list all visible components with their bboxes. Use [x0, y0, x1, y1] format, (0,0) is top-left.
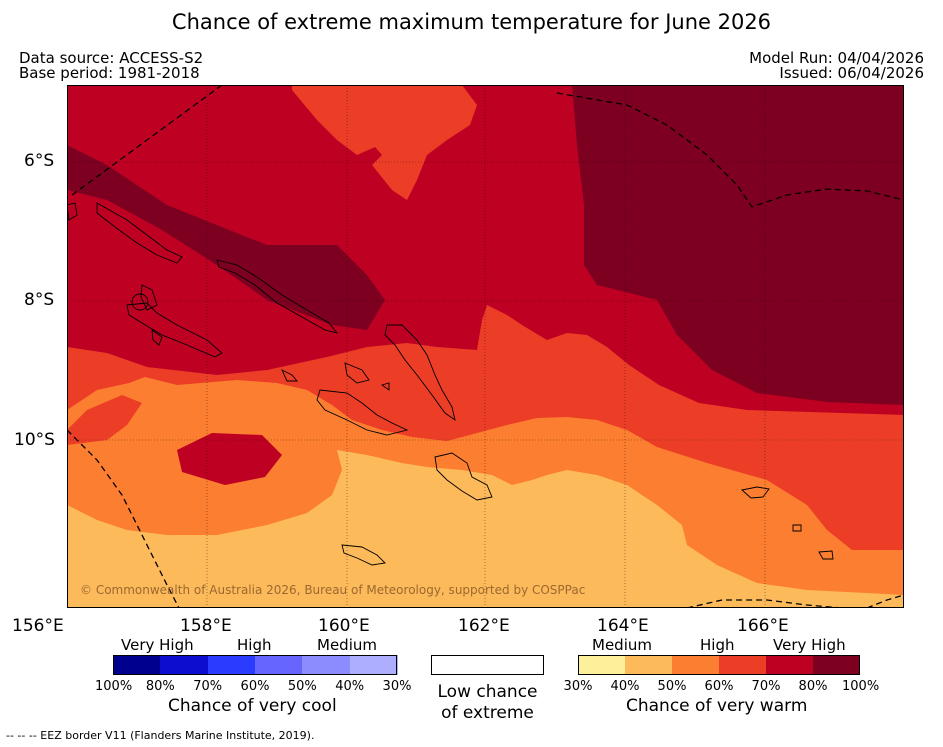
graticule: [67, 85, 904, 608]
cool-legend-title: Chance of very cool: [168, 696, 337, 716]
data-source: Data source: ACCESS-S2: [19, 49, 204, 67]
lon-tick-156e: 156°E: [12, 616, 64, 636]
issued-date: Issued: 06/04/2026: [779, 64, 924, 82]
cool-percent-label: 30%: [382, 679, 412, 694]
warm-percent-label: 80%: [798, 679, 828, 694]
lon-tick-158e: 158°E: [180, 616, 232, 636]
lat-tick-8s: 8°S: [24, 290, 55, 310]
warm-percent-label: 60%: [704, 679, 734, 694]
warm-percent-label: 100%: [842, 679, 880, 694]
cool-cat-high: High: [237, 636, 272, 654]
warm-colorbar-border: [578, 655, 860, 675]
lat-tick-6s: 6°S: [24, 151, 55, 171]
cool-cat-medium: Medium: [317, 636, 377, 654]
map-title: Chance of extreme maximum temperature fo…: [171, 10, 772, 34]
zone-40-50: [67, 450, 904, 608]
zone-40-50-sw: [67, 555, 157, 608]
cool-percent-label: 80%: [145, 679, 175, 694]
cool-cat-very-high: Very High: [121, 636, 194, 654]
warm-percent-label: 50%: [657, 679, 687, 694]
lon-tick-160e: 160°E: [318, 616, 370, 636]
cool-percent-label: 50%: [287, 679, 317, 694]
neutral-label-line2: of extreme: [441, 703, 534, 723]
islands: [67, 202, 834, 566]
warm-percent-label: 30%: [563, 679, 593, 694]
cool-percent-label: 100%: [95, 679, 133, 694]
warm-percent-label: 70%: [751, 679, 781, 694]
eez-borders: [67, 85, 904, 608]
lon-tick-162e: 162°E: [458, 616, 510, 636]
warm-cat-very-high: Very High: [773, 636, 846, 654]
cool-percent-label: 60%: [240, 679, 270, 694]
zone-60-70-north: [292, 85, 477, 200]
warm-percent-label: 40%: [610, 679, 640, 694]
model-run: Model Run: 04/04/2026: [749, 49, 924, 67]
lon-tick-164e: 164°E: [597, 616, 649, 636]
cool-percent-label: 40%: [335, 679, 365, 694]
map-canvas: © Commonwealth of Australia 2026, Bureau…: [67, 85, 904, 608]
warm-cat-medium: Medium: [592, 636, 652, 654]
warm-legend-title: Chance of very warm: [626, 696, 808, 716]
lon-tick-166e: 166°E: [737, 616, 789, 636]
warm-color-cell: [813, 655, 860, 675]
neutral-label-line1: Low chance: [437, 682, 538, 702]
neutral-swatch: [431, 655, 544, 675]
zone-60-70-west-edge: [67, 395, 142, 445]
cool-color-cell: [349, 655, 398, 675]
lat-tick-10s: 10°S: [14, 430, 55, 450]
copyright-text: © Commonwealth of Australia 2026, Bureau…: [80, 583, 585, 597]
cool-colorbar-border: [113, 655, 397, 675]
zone-70-80-pocket-2: [177, 433, 282, 485]
eez-footnote: -- -- -- EEZ border V11 (Flanders Marine…: [6, 729, 315, 742]
warm-cat-high: High: [700, 636, 735, 654]
forecast-map[interactable]: © Commonwealth of Australia 2026, Bureau…: [67, 85, 904, 608]
cool-percent-label: 70%: [193, 679, 223, 694]
zone-80-100-east: [572, 85, 904, 405]
base-period: Base period: 1981-2018: [19, 64, 200, 82]
zone-80-100-west: [67, 145, 385, 330]
